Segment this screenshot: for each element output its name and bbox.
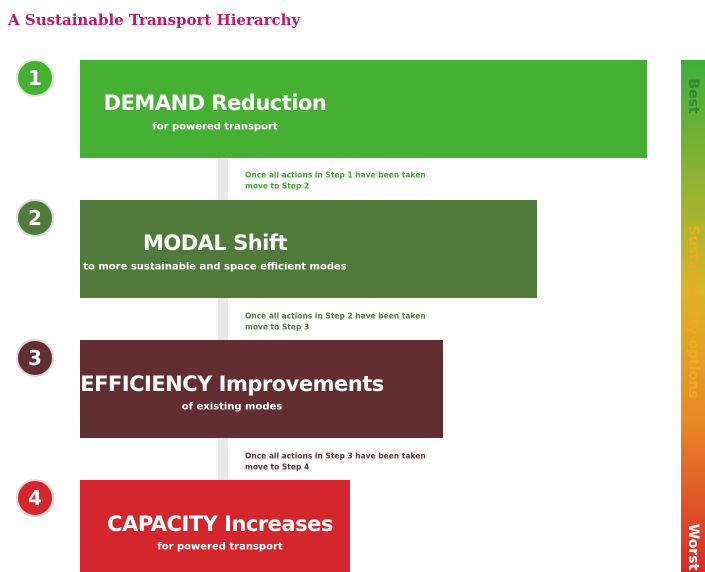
step-circle <box>16 59 54 97</box>
step-subtitle: for powered transport <box>152 122 278 133</box>
step-number: 1 <box>28 66 42 90</box>
step-circle <box>16 199 54 237</box>
transition-text: move to Step 2 <box>245 182 309 191</box>
scale-label: Sustainability options <box>685 226 701 399</box>
step-circle <box>16 479 54 517</box>
step-number: 3 <box>28 346 42 370</box>
step-number: 2 <box>28 206 42 230</box>
step-circle <box>16 339 54 377</box>
connector <box>218 158 228 200</box>
scale-bar <box>681 60 705 572</box>
step-title: MODAL Shift <box>143 231 288 255</box>
connector <box>218 438 228 480</box>
step-subtitle: to more sustainable and space efficient … <box>83 262 347 273</box>
step-box <box>80 200 537 298</box>
transition-text: move to Step 3 <box>245 323 309 332</box>
step-subtitle: for powered transport <box>157 542 283 553</box>
step-number: 4 <box>28 486 42 510</box>
transition-text: Once all actions in Step 1 have been tak… <box>245 171 426 180</box>
step-box <box>80 60 647 158</box>
step-box <box>80 340 443 438</box>
step-box <box>80 480 350 572</box>
transition-text: Once all actions in Step 2 have been tak… <box>245 312 426 321</box>
scale-worst: Worst <box>685 524 701 571</box>
scale-best: Best <box>685 78 701 113</box>
transition-text: move to Step 4 <box>245 463 309 472</box>
transition-text: Once all actions in Step 3 have been tak… <box>245 452 426 461</box>
step-title: DEMAND Reduction <box>104 91 327 115</box>
title: A Sustainable Transport Hierarchy <box>7 11 302 29</box>
step-title: CAPACITY Increases <box>107 512 333 536</box>
step-title: EFFICIENCY Improvements <box>80 372 383 396</box>
connector <box>218 298 228 340</box>
step-subtitle: of existing modes <box>182 402 283 413</box>
